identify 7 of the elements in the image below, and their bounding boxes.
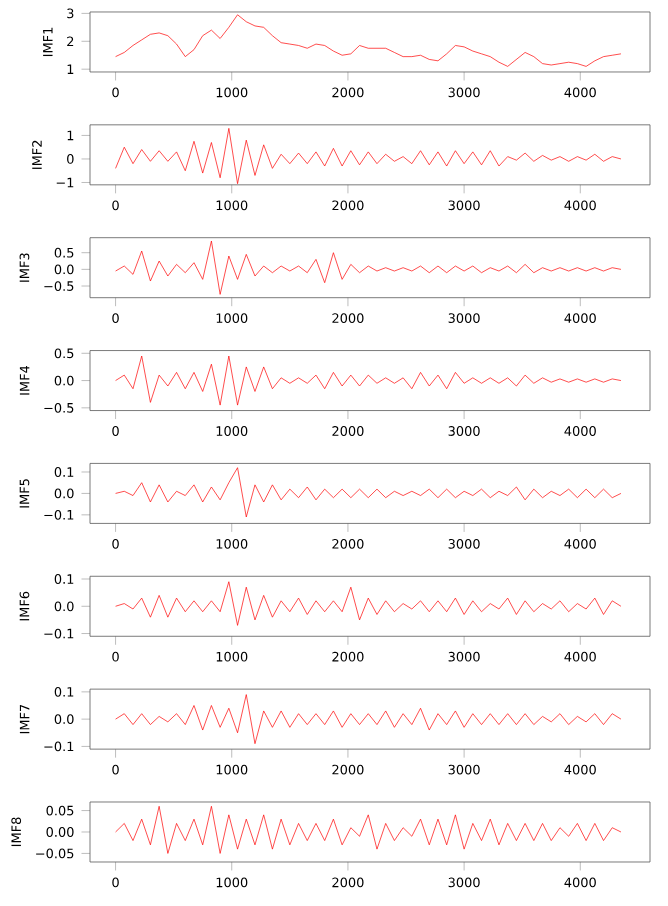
line-series xyxy=(115,355,622,406)
line-series xyxy=(115,128,622,185)
line-series xyxy=(115,694,622,745)
line-series xyxy=(115,240,622,295)
line-series xyxy=(115,467,622,518)
line-series xyxy=(115,805,622,854)
line-series xyxy=(115,581,622,626)
